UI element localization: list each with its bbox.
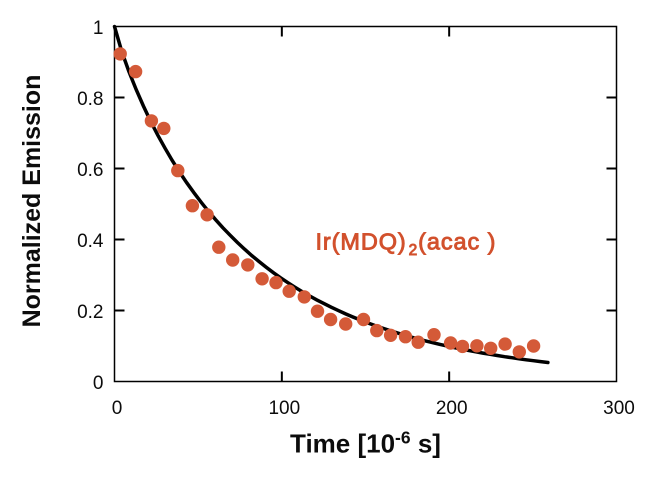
svg-text:200: 200: [436, 398, 468, 419]
svg-text:1: 1: [93, 18, 104, 39]
svg-text:Ir(MDQ)2(acac ): Ir(MDQ) 2(acac ): [316, 229, 497, 260]
svg-text:Normalized Emission: Normalized Emission: [18, 75, 46, 328]
svg-text:0.6: 0.6: [77, 160, 103, 181]
svg-text:0.4: 0.4: [77, 231, 104, 252]
svg-text:300: 300: [603, 398, 635, 419]
svg-text:Time [10-6 s]: Time [10-6 s]: [290, 428, 441, 459]
svg-text:0.8: 0.8: [77, 89, 103, 110]
svg-text:0: 0: [112, 398, 123, 419]
svg-text:100: 100: [268, 398, 300, 419]
svg-text:0.2: 0.2: [77, 302, 103, 323]
svg-text:0: 0: [93, 373, 104, 394]
